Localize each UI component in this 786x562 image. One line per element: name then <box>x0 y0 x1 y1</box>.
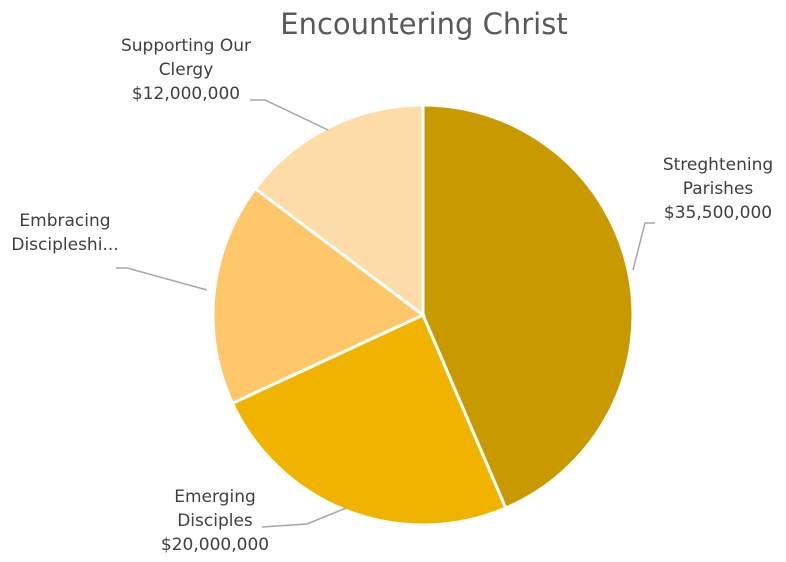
data-label-line: Clergy <box>159 60 214 80</box>
data-label-line: $12,000,000 <box>132 84 240 104</box>
data-label-line: $20,000,000 <box>161 535 269 555</box>
leader-line-streghtening-parishes <box>632 222 655 271</box>
data-label-line: Embracing <box>19 211 110 231</box>
pie-slice-supporting-our-clergy <box>253 103 425 319</box>
data-label-supporting-our-clergy: Supporting Our Clergy $12,000,000 <box>121 36 251 104</box>
pie-slice-streghtening-parishes <box>421 103 635 511</box>
data-label-line: $35,500,000 <box>664 203 772 223</box>
pie-slices <box>211 103 635 527</box>
data-label-emerging-disciples: Emerging Disciples $20,000,000 <box>161 487 269 555</box>
leader-line-emerging-disciples <box>261 507 347 528</box>
pie-slice-embracing-discipleshi <box>211 186 426 406</box>
data-label-line: Discipleshi... <box>11 235 118 255</box>
data-label-line: Parishes <box>683 179 754 199</box>
data-label-streghtening-parishes: Streghtening Parishes $35,500,000 <box>663 155 773 223</box>
data-label-line: Emerging <box>174 487 256 507</box>
data-label-line: Streghtening <box>663 155 773 175</box>
leader-line-embracing-discipleshi <box>116 267 208 291</box>
data-labels: Streghtening Parishes $35,500,000 Emerging D… <box>11 36 773 555</box>
data-label-line: Disciples <box>177 511 253 531</box>
leader-lines <box>116 99 655 528</box>
leader-line-supporting-our-clergy <box>250 99 329 131</box>
pie-slice-emerging-disciples <box>230 312 508 527</box>
chart-title: Encountering Christ <box>280 7 567 41</box>
data-label-line: Supporting Our <box>121 36 251 56</box>
data-label-embracing-discipleshi: Embracing Discipleshi... <box>11 211 118 255</box>
